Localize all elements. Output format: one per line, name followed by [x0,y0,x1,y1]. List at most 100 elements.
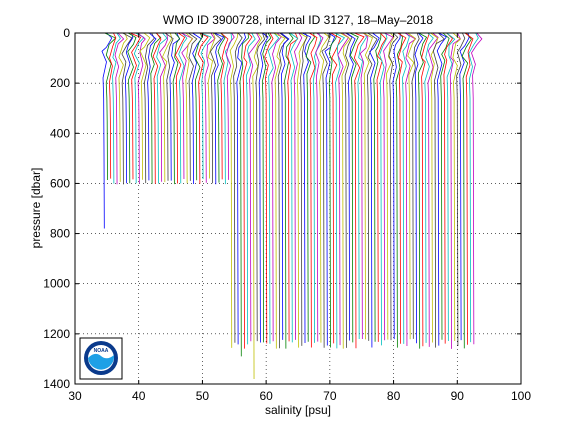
profile-line [330,32,341,344]
profile-line [137,32,146,184]
profile-line [271,32,282,342]
profile-line [305,32,315,342]
y-tick-label: 1400 [43,377,70,391]
profile-line [267,32,280,344]
profile-line [432,32,446,348]
profile-line [357,32,367,339]
profile-line [367,32,378,341]
profile-line [459,32,470,341]
x-tick-label: 40 [132,389,146,403]
grid [75,33,521,384]
profile-line [255,32,266,342]
ticks: 30 40 50 60 70 80 90 10002004006008001000120014… [43,26,531,403]
y-tick-label: 800 [50,227,70,241]
profile-line [430,32,439,343]
profile-line [194,32,203,181]
profile-line [245,32,256,345]
profile-line [159,32,169,182]
profile-line [300,32,308,346]
profile-line [101,32,113,229]
profile-line [217,32,226,183]
profile-line [452,32,461,341]
profile-line [289,32,299,343]
profile-line [258,32,269,343]
y-tick-label: 600 [50,176,70,190]
profile-line [164,32,174,181]
profile-line [340,32,351,349]
x-tick-label: 30 [68,389,82,403]
profile-line [392,32,401,340]
profile-line [373,32,382,342]
profile-line [424,32,434,343]
profile-line [139,32,151,180]
profile-line [229,32,239,348]
profile-line [402,32,410,344]
profile-line [427,32,439,347]
profile-line [411,32,420,339]
profile-line [312,32,322,343]
profile-line [133,32,145,184]
profile-line [293,32,303,340]
y-tick-label: 0 [63,26,70,40]
profile-line [315,32,324,342]
x-tick-label: 90 [451,389,465,403]
profile-line [414,32,424,344]
profile-line [174,32,186,184]
noaa-logo: NOAA [79,337,123,380]
profile-line [436,32,447,346]
x-tick-label: 60 [259,389,273,403]
profile-line [147,32,157,181]
profile-line [397,32,407,344]
profile-line [369,32,380,348]
profile-line [185,32,194,184]
profile-line [321,32,330,348]
profile-line [421,32,430,347]
x-tick-label: 70 [323,389,337,403]
profile-line [337,32,350,346]
profile-line [449,32,461,349]
profile-line [220,32,229,180]
y-tick-label: 200 [50,76,70,90]
profile-line [379,32,388,346]
profile-line [225,32,235,180]
profile-line [344,32,353,348]
profile-line [280,32,290,340]
profile-line [188,32,198,181]
profile-line [328,32,338,348]
profile-line [242,32,253,349]
profile-line [207,32,216,179]
profile-line [418,32,428,349]
profile-line [404,32,417,346]
profile-line [395,32,403,348]
profile-line [129,32,142,180]
profile-line [261,32,272,343]
x-axis-label: salinity [psu] [265,403,331,417]
profile-line [112,32,121,184]
profile-line [121,32,133,185]
profile-line [468,32,479,343]
profile-line [388,32,399,341]
profile-line [287,32,299,342]
profile-line [440,32,450,340]
profile-line [150,32,162,184]
profile-line [161,32,173,183]
profile-line [233,32,243,343]
x-tick-label: 50 [196,389,210,403]
y-tick-label: 1200 [43,327,70,341]
profile-line [169,32,181,181]
profile-line [324,32,336,346]
profiles [101,32,483,379]
profile-line [127,32,137,184]
profile-line [152,32,162,184]
profile-line [172,32,181,185]
profile-line [239,32,249,357]
profile-line [346,32,356,341]
profile-line [456,32,466,347]
profile-line [359,32,369,339]
profile-line [309,32,318,348]
profile-line [407,32,417,340]
profile-line [443,32,454,344]
y-tick-label: 1000 [43,277,70,291]
profile-line [461,32,472,349]
